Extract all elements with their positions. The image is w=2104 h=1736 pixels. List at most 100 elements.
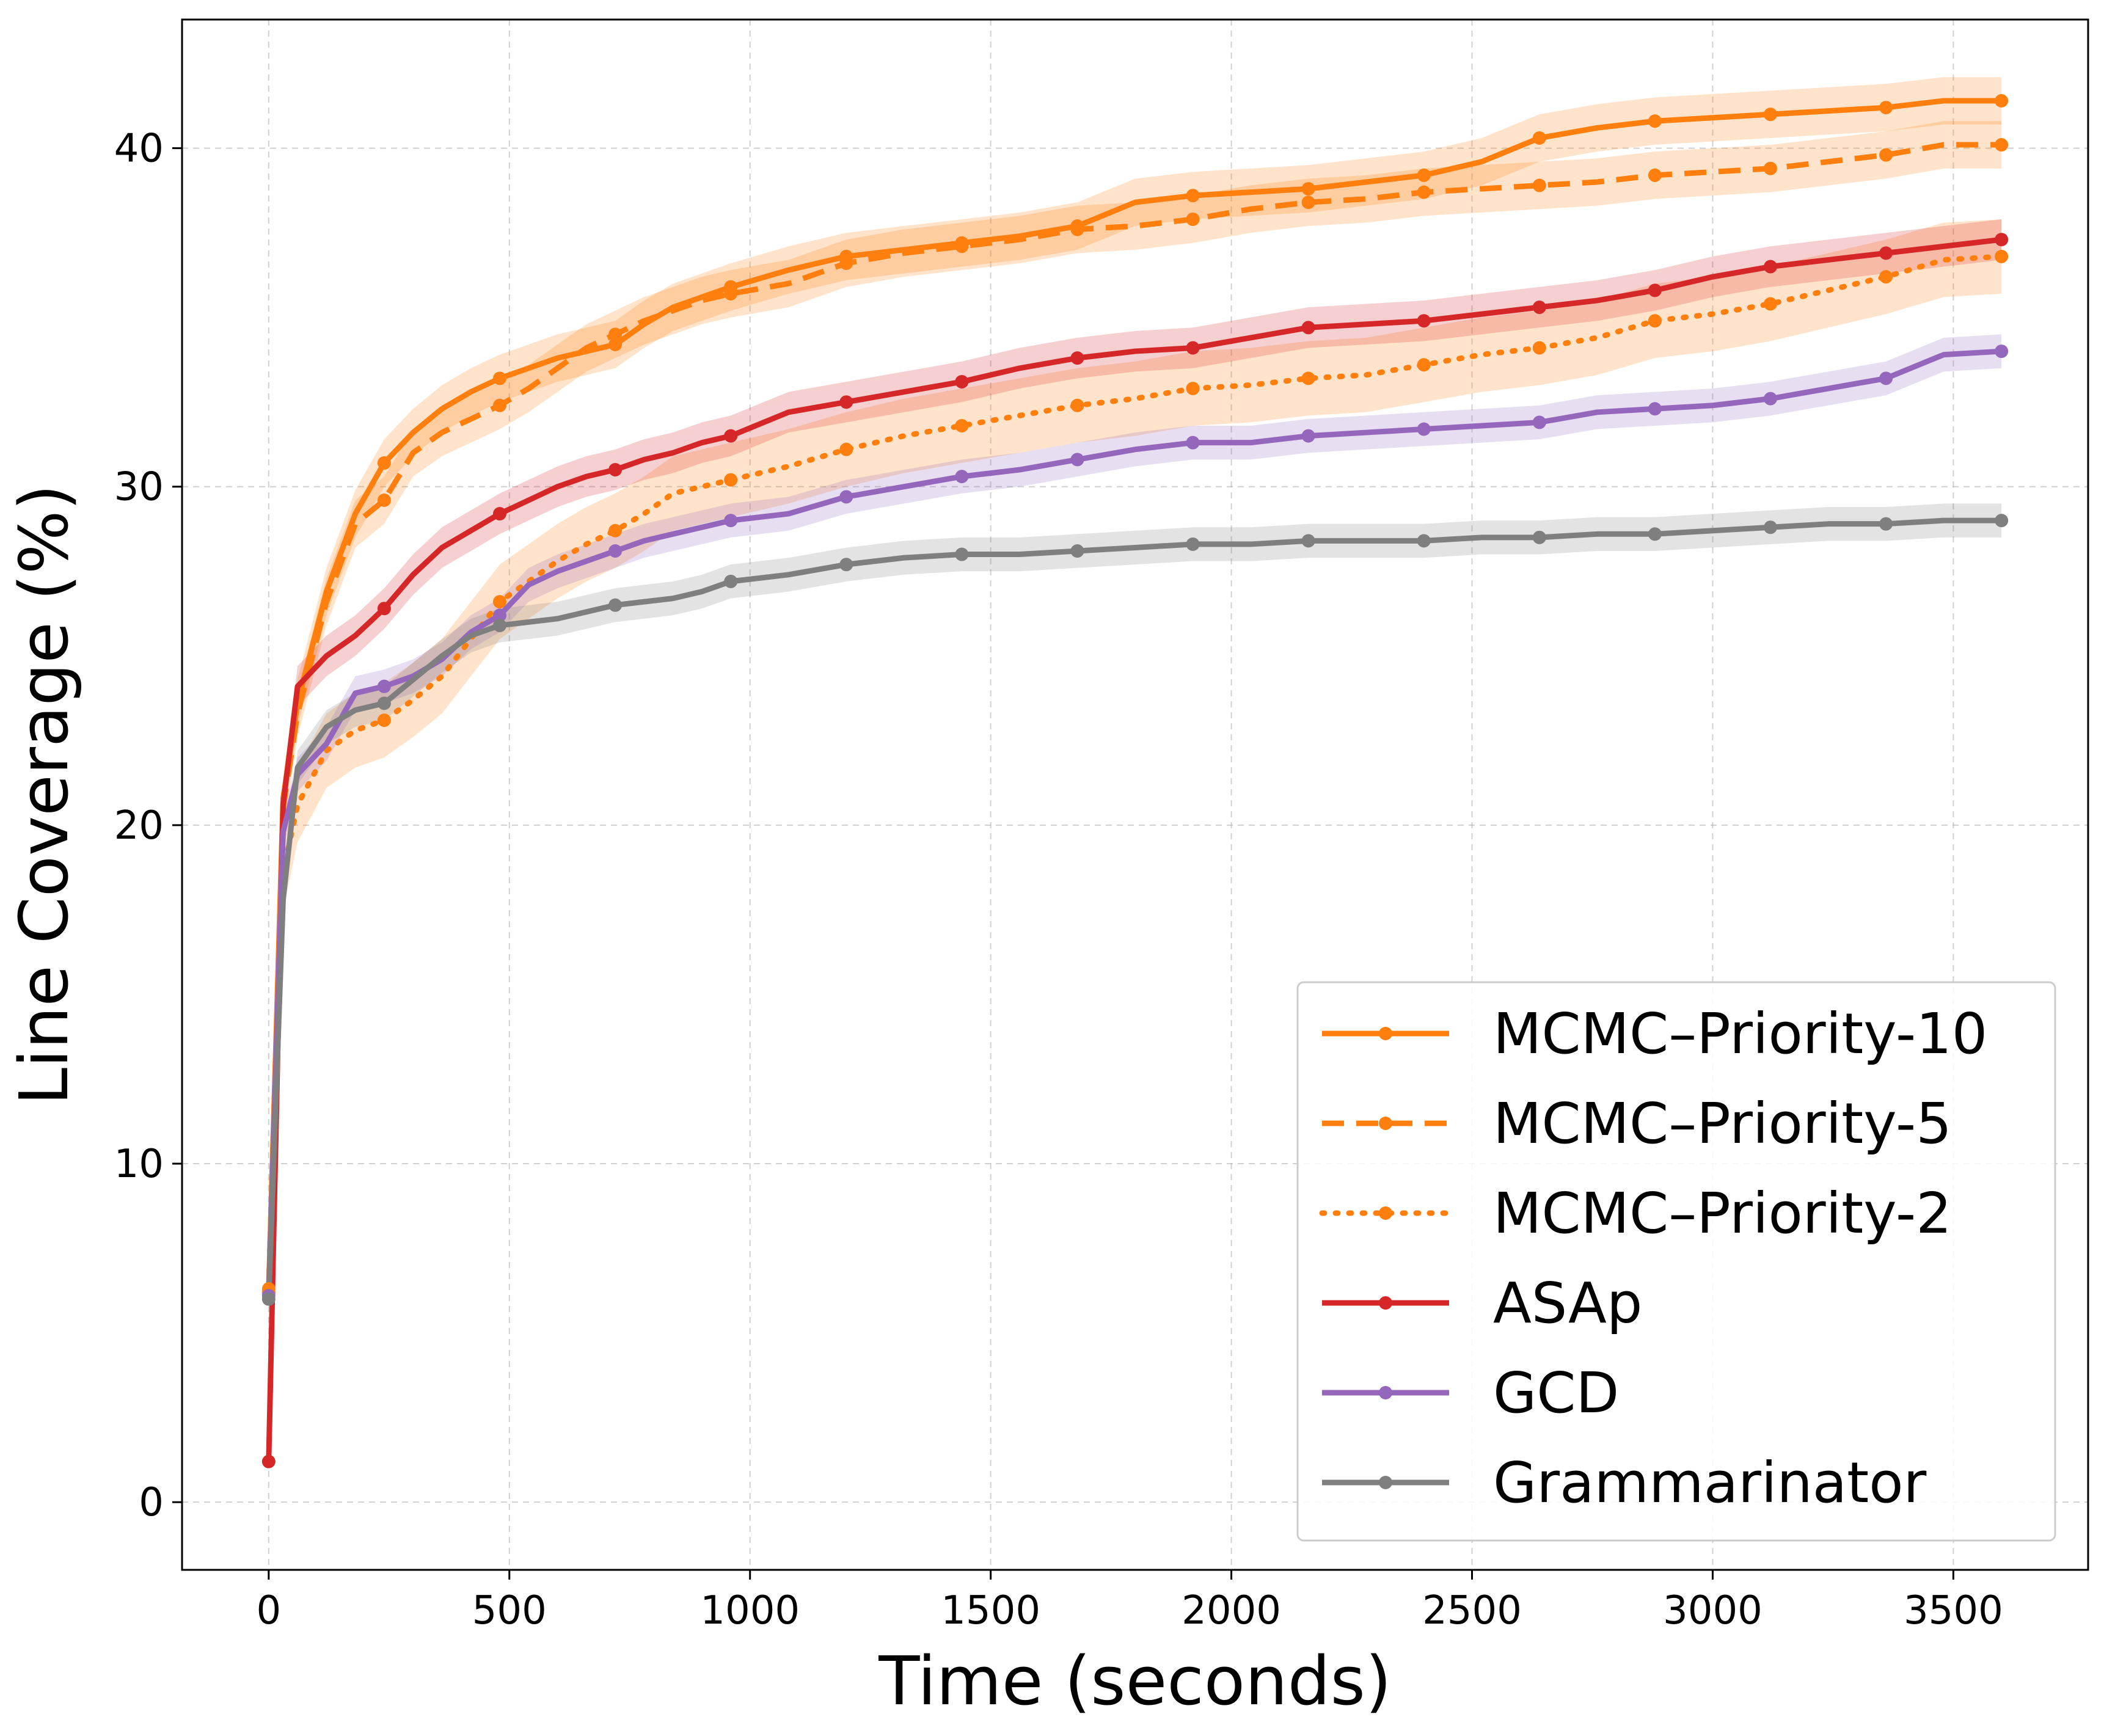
legend-marker-grammarinator [1379, 1476, 1392, 1489]
marker-asap [377, 602, 391, 616]
y-tick-label: 0 [139, 1480, 164, 1525]
marker-grammarinator [1764, 520, 1777, 534]
marker-mcmc-priority-2 [1764, 297, 1777, 311]
marker-asap [1764, 260, 1777, 274]
marker-mcmc-priority-2 [1301, 371, 1315, 385]
marker-grammarinator [1879, 517, 1893, 531]
marker-grammarinator [493, 618, 506, 632]
marker-mcmc-priority-5 [493, 398, 506, 412]
marker-mcmc-priority-5 [377, 493, 391, 507]
y-axis-ticks: 0 10 20 30 40 [114, 126, 182, 1525]
marker-gcd [1070, 453, 1084, 467]
marker-mcmc-priority-2 [724, 473, 738, 487]
marker-gcd [839, 490, 853, 504]
marker-asap [1648, 283, 1662, 297]
marker-grammarinator [955, 547, 969, 561]
y-tick-label: 20 [114, 803, 164, 848]
marker-asap [1417, 314, 1431, 328]
marker-asap [1186, 341, 1200, 355]
marker-gcd [1417, 422, 1431, 436]
series-lines [266, 98, 2004, 1462]
legend-label-mcmc-priority-10: MCMC–Priority-10 [1493, 1001, 1987, 1067]
marker-mcmc-priority-10 [1532, 131, 1546, 145]
marker-mcmc-priority-2 [955, 418, 969, 432]
marker-gcd [377, 679, 391, 693]
marker-asap [1995, 233, 2009, 247]
marker-mcmc-priority-5 [1186, 212, 1200, 226]
x-tick-label: 3500 [1904, 1588, 2003, 1633]
marker-asap [493, 507, 506, 521]
marker-grammarinator [1301, 534, 1315, 548]
marker-asap [1070, 351, 1084, 365]
y-tick-label: 40 [114, 126, 164, 172]
marker-gcd [955, 470, 969, 484]
legend-marker-mcmc-priority-10 [1379, 1027, 1392, 1040]
x-tick-label: 2500 [1422, 1588, 1522, 1633]
marker-grammarinator [1070, 544, 1084, 558]
legend-marker-asap [1379, 1296, 1392, 1310]
confidence-bands [268, 77, 2002, 1466]
marker-mcmc-priority-5 [1648, 168, 1662, 182]
marker-mcmc-priority-10 [1186, 189, 1200, 203]
marker-mcmc-priority-10 [1764, 108, 1777, 122]
marker-grammarinator [608, 598, 623, 612]
y-tick-label: 10 [114, 1142, 164, 1187]
marker-grammarinator [1995, 514, 2009, 528]
marker-gcd [493, 608, 506, 622]
marker-asap [955, 374, 969, 388]
marker-mcmc-priority-2 [1648, 314, 1662, 328]
marker-mcmc-priority-5 [1301, 195, 1315, 210]
marker-mcmc-priority-2 [608, 523, 623, 538]
y-axis-label: Line Coverage (%) [5, 484, 83, 1106]
x-tick-label: 0 [256, 1588, 281, 1633]
marker-mcmc-priority-10 [1417, 168, 1431, 182]
marker-grammarinator [839, 558, 853, 572]
marker-grammarinator [1648, 527, 1662, 541]
x-tick-label: 1000 [700, 1588, 800, 1633]
marker-gcd [1532, 415, 1546, 429]
marker-mcmc-priority-2 [493, 595, 506, 609]
legend-marker-mcmc-priority-2 [1379, 1206, 1392, 1220]
marker-mcmc-priority-10 [377, 456, 391, 470]
marker-grammarinator [724, 574, 738, 588]
marker-mcmc-priority-10 [1648, 114, 1662, 128]
marker-mcmc-priority-10 [1879, 101, 1893, 115]
series-line-mcmc-priority-5 [266, 142, 2002, 1289]
series-line-asap [266, 236, 2002, 1462]
x-tick-label: 1500 [941, 1588, 1040, 1633]
legend-label-grammarinator: Grammarinator [1493, 1450, 1927, 1515]
marker-mcmc-priority-5 [955, 239, 969, 253]
marker-gcd [1764, 392, 1777, 406]
legend: MCMC–Priority-10 MCMC–Priority-5 MCMC–Prio… [1296, 981, 2056, 1542]
marker-mcmc-priority-2 [377, 713, 391, 728]
marker-asap [1879, 246, 1893, 260]
marker-mcmc-priority-5 [839, 256, 853, 270]
marker-grammarinator [1532, 530, 1546, 544]
band-mcmc-priority-2 [268, 219, 2002, 1300]
series-line-grammarinator [266, 517, 2002, 1299]
marker-mcmc-priority-5 [1417, 185, 1431, 199]
marker-mcmc-priority-5 [608, 327, 623, 341]
marker-mcmc-priority-5 [1764, 161, 1777, 175]
marker-asap [839, 395, 853, 409]
x-tick-label: 500 [472, 1588, 547, 1633]
marker-mcmc-priority-5 [1879, 148, 1893, 162]
marker-mcmc-priority-2 [1532, 341, 1546, 355]
marker-mcmc-priority-5 [724, 286, 738, 301]
plot-frame [181, 18, 2089, 1571]
y-tick-label: 30 [114, 465, 164, 510]
legend-box [1296, 981, 2056, 1542]
marker-gcd [724, 514, 738, 528]
series-markers [261, 93, 2009, 1468]
marker-gcd [1995, 345, 2009, 359]
x-tick-label: 3000 [1663, 1588, 1762, 1633]
marker-asap [724, 429, 738, 443]
legend-marker-gcd [1379, 1386, 1392, 1399]
marker-mcmc-priority-10 [1301, 182, 1315, 196]
marker-gcd [1648, 402, 1662, 416]
marker-mcmc-priority-5 [1070, 222, 1084, 236]
marker-gcd [1301, 429, 1315, 443]
marker-mcmc-priority-5 [1995, 138, 2009, 152]
marker-grammarinator [261, 1292, 276, 1306]
